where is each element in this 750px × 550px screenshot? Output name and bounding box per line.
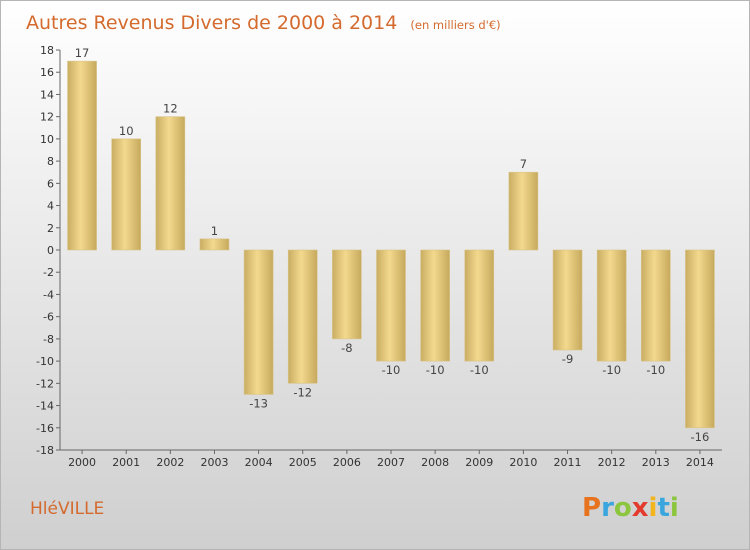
- bar-2003: [199, 238, 230, 251]
- data-label-2014: -16: [691, 430, 710, 444]
- bar-2004: [243, 249, 274, 395]
- y-tick-label: 10: [40, 133, 54, 146]
- y-tick-label: 0: [47, 244, 54, 257]
- data-label-2009: -10: [470, 363, 489, 377]
- x-tick-label: 2011: [554, 456, 582, 469]
- y-tick-label: 14: [40, 88, 54, 101]
- y-tick-label: -12: [36, 377, 54, 390]
- y-tick-label: 2: [47, 222, 54, 235]
- y-tick-label: -16: [36, 422, 54, 435]
- y-tick-label: -2: [43, 266, 54, 279]
- data-label-2012: -10: [602, 363, 621, 377]
- bar-2010: [508, 171, 539, 251]
- data-label-2008: -10: [426, 363, 445, 377]
- y-tick-label: -18: [36, 444, 54, 457]
- y-tick-label: 6: [47, 177, 54, 190]
- proxiti-logo: Proxiti: [582, 493, 679, 523]
- bar-2007: [376, 249, 406, 362]
- x-tick-label: 2014: [686, 456, 714, 469]
- x-tick-label: 2000: [68, 456, 96, 469]
- y-tick-label: -4: [43, 288, 54, 301]
- bar-2011: [552, 249, 583, 351]
- y-tick-label: -10: [36, 355, 54, 368]
- bar-2001: [111, 138, 141, 251]
- data-label-2011: -9: [562, 352, 573, 366]
- chart-title: Autres Revenus Divers de 2000 à 2014 (en…: [26, 12, 501, 34]
- y-tick-label: 4: [47, 200, 54, 213]
- chart-data-labels: 17 10 12 1 -13 -12 -8 -10 -10 -10 7 -9 -10 -10 -16: [75, 46, 710, 444]
- x-tick-label: 2005: [289, 456, 317, 469]
- data-label-2007: -10: [382, 363, 401, 377]
- data-label-2001: 10: [119, 124, 134, 138]
- logo-letter: i: [649, 493, 658, 523]
- logo-letter: P: [582, 493, 601, 523]
- bar-2002: [155, 116, 186, 251]
- bar-2014: [685, 249, 715, 429]
- x-tick-label: 2009: [465, 456, 493, 469]
- bar-2005: [287, 249, 318, 384]
- data-label-2005: -12: [293, 385, 312, 399]
- bar-2008: [420, 249, 450, 362]
- data-label-2006: -8: [341, 341, 352, 355]
- y-tick-label: -6: [43, 311, 54, 324]
- data-label-2002: 12: [163, 102, 178, 116]
- x-tick-label: 2003: [200, 456, 228, 469]
- bar-2009: [464, 249, 495, 362]
- y-tick-label: 8: [47, 155, 54, 168]
- logo-letter: r: [601, 493, 614, 523]
- data-label-2000: 17: [75, 46, 90, 60]
- x-tick-label: 2007: [377, 456, 405, 469]
- bar-2000: [67, 60, 97, 251]
- town-name: HléVILLE: [30, 499, 104, 519]
- chart-axes: 18 16 14 12 10 8 6 4 2 0 -2 -4 -6 -8 -10 -12 -14 -16 -18 20…: [36, 44, 722, 469]
- x-tick-label: 2002: [156, 456, 184, 469]
- bar-2006: [332, 249, 362, 340]
- x-tick-label: 2004: [245, 456, 273, 469]
- data-label-2003: 1: [211, 224, 218, 238]
- x-tick-label: 2008: [421, 456, 449, 469]
- y-tick-label: -14: [36, 400, 54, 413]
- x-tick-label: 2013: [642, 456, 670, 469]
- logo-letter: x: [632, 493, 649, 523]
- x-tick-label: 2010: [509, 456, 537, 469]
- x-tick-label: 2006: [333, 456, 361, 469]
- bar-2012: [596, 249, 627, 362]
- data-label-2004: -13: [249, 396, 268, 410]
- logo-letter: t: [657, 493, 669, 523]
- logo-letter: i: [670, 493, 679, 523]
- y-tick-label: 12: [40, 111, 54, 124]
- x-tick-label: 2012: [598, 456, 626, 469]
- y-tick-label: -8: [43, 333, 54, 346]
- y-tick-label: 16: [40, 66, 54, 79]
- chart-bars: [67, 60, 715, 429]
- data-label-2010: 7: [520, 157, 527, 171]
- bar-2013: [640, 249, 671, 362]
- y-tick-label: 18: [40, 44, 54, 57]
- x-tick-label: 2001: [112, 456, 140, 469]
- logo-letter: o: [614, 493, 632, 523]
- data-label-2013: -10: [646, 363, 665, 377]
